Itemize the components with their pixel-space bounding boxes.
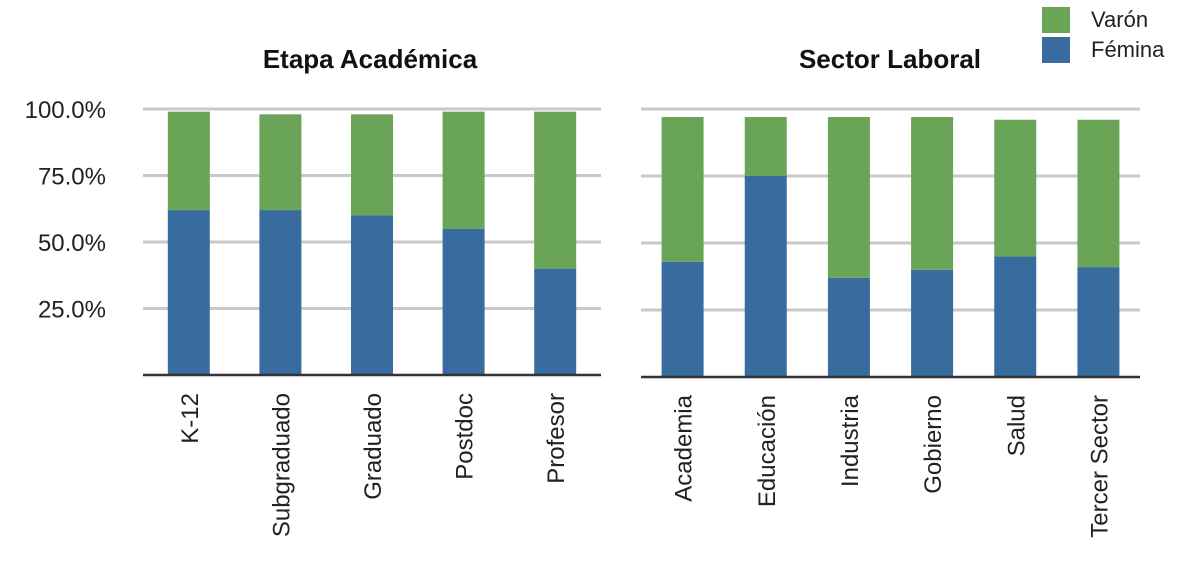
bar-femina	[827, 277, 870, 377]
x-tick-label: Subgraduado	[268, 393, 295, 537]
bar-varon	[259, 114, 302, 211]
y-tick-label: 75.0%	[38, 164, 106, 191]
y-tick-label: 50.0%	[38, 230, 106, 257]
bar-femina	[534, 268, 577, 375]
x-tick-label: Profesor	[543, 393, 570, 484]
x-tick-label: Tercer Sector	[1086, 395, 1113, 538]
bar-varon	[442, 111, 485, 229]
legend-swatch	[1042, 37, 1070, 63]
bar-varon	[744, 117, 787, 176]
bar-femina	[442, 228, 485, 375]
x-tick-label: Salud	[1003, 395, 1030, 456]
x-tick-label: Educación	[754, 395, 781, 507]
x-tick-label: Academia	[671, 394, 698, 501]
bar-femina	[259, 210, 302, 375]
panel-etapa-academica: Etapa Académica 100.0% 75.0% 50.0% 25.0% K-12…	[25, 44, 601, 537]
chart-title: Etapa Académica	[263, 44, 478, 74]
x-tick-label: Industria	[837, 394, 864, 487]
bar-femina	[744, 176, 787, 377]
bar-femina	[994, 256, 1037, 377]
chart-title: Sector Laboral	[799, 44, 981, 74]
bar-varon	[911, 117, 954, 270]
chart-panels: Etapa Académica 100.0% 75.0% 50.0% 25.0% K-12…	[25, 44, 1140, 538]
x-tick-label: Gobierno	[920, 395, 947, 494]
bar-femina	[1077, 267, 1120, 377]
y-tick-label: 25.0%	[38, 297, 106, 324]
bar-femina	[661, 261, 704, 377]
bar-varon	[827, 117, 870, 278]
legend-label: Varón	[1091, 7, 1148, 32]
bar-varon	[994, 119, 1037, 257]
legend-swatch	[1042, 7, 1070, 33]
x-tick-label: Graduado	[360, 393, 387, 500]
bar-varon	[661, 117, 704, 262]
bar-varon	[167, 111, 210, 211]
legend-item: Varón	[1042, 7, 1148, 33]
x-tick-label: Postdoc	[452, 393, 479, 480]
bar-varon	[534, 111, 577, 269]
y-tick-label: 100.0%	[25, 97, 106, 124]
panel-sector-laboral: Sector Laboral Academia Educación Industria…	[641, 44, 1140, 538]
bar-varon	[351, 114, 393, 216]
x-tick-label: K-12	[177, 393, 204, 444]
bar-femina	[167, 210, 210, 375]
bar-femina	[911, 269, 954, 377]
bar-varon	[1077, 119, 1120, 268]
legend: Varón Fémina	[1042, 7, 1165, 63]
legend-label: Fémina	[1091, 37, 1165, 62]
bar-femina	[351, 215, 393, 375]
legend-item: Fémina	[1042, 37, 1165, 63]
